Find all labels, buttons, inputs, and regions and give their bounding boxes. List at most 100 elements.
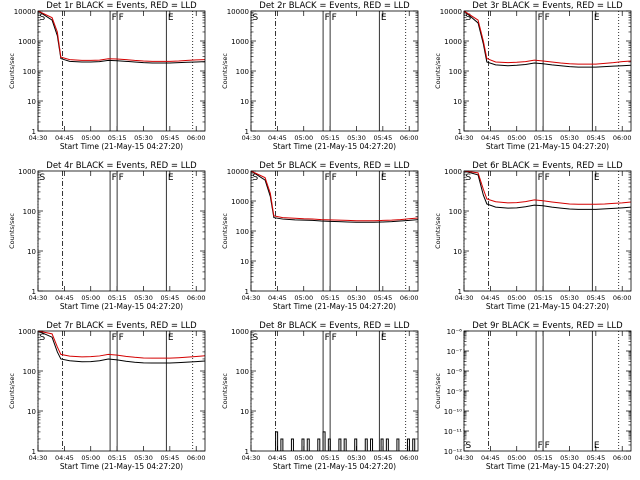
event-marker-label: F	[538, 441, 543, 451]
x-axis-label: Start Time (21-May-15 04:27:20)	[60, 302, 183, 311]
x-tick-label: 06:00	[613, 454, 632, 462]
event-marker-label: F	[325, 333, 330, 343]
y-tick-label: 100	[23, 208, 36, 216]
detector-chart-6: Det 6r BLACK = Events, RED = LLD 1 10 100 10…	[434, 161, 632, 311]
y-tick-label: 10	[453, 248, 462, 256]
x-tick-label: 05:45	[373, 294, 392, 302]
x-tick-label: 04:30	[455, 454, 474, 462]
y-tick-label: 1000	[231, 38, 249, 46]
x-tick-label: 04:45	[268, 294, 287, 302]
y-tick-label: 10	[453, 98, 462, 106]
chart-title: Det 9r BLACK = Events, RED = LLD	[472, 321, 623, 331]
event-marker-label: F	[538, 173, 543, 183]
y-axis-label: Counts/sec	[8, 373, 16, 409]
event-marker-label: E	[594, 173, 600, 183]
x-tick-label: 04:45	[55, 294, 74, 302]
event-marker-label: E	[381, 173, 387, 183]
event-marker-label: E	[594, 13, 600, 23]
y-tick-label: 1	[245, 288, 249, 296]
x-tick-label: 06:00	[613, 294, 632, 302]
event-marker-label: E	[168, 13, 174, 23]
x-tick-label: 05:00	[507, 454, 526, 462]
y-tick-label: 100	[236, 228, 249, 236]
x-tick-label: 05:00	[294, 294, 313, 302]
x-tick-label: 04:45	[481, 134, 500, 142]
y-tick-label: 1000	[444, 38, 462, 46]
y-tick-label: 10000	[227, 8, 249, 16]
event-marker-label: F	[119, 333, 124, 343]
x-tick-label: 04:45	[481, 294, 500, 302]
x-tick-label: 05:30	[134, 454, 153, 462]
x-tick-label: 05:30	[560, 134, 579, 142]
detector-chart-4: Det 4r BLACK = Events, RED = LLD 1 10 100 10…	[8, 161, 206, 311]
y-tick-label: 100	[449, 208, 462, 216]
event-marker-label: F	[545, 173, 550, 183]
plot-frame	[37, 330, 206, 452]
event-marker-label: S	[253, 333, 259, 343]
event-marker-label: F	[112, 13, 117, 23]
y-tick-label: 10⁻⁸	[447, 368, 463, 376]
detector-chart-2: Det 2r BLACK = Events, RED = LLD 1 10 100 10…	[221, 1, 419, 151]
x-tick-label: 05:30	[347, 454, 366, 462]
event-marker-label: F	[112, 333, 117, 343]
x-tick-label: 06:00	[400, 454, 419, 462]
x-tick-label: 06:00	[187, 454, 206, 462]
y-tick-label: 100	[23, 68, 36, 76]
y-tick-label: 10	[240, 98, 249, 106]
chart-title: Det 5r BLACK = Events, RED = LLD	[259, 161, 410, 171]
event-marker-label: S	[40, 13, 46, 23]
x-tick-label: 05:15	[321, 294, 340, 302]
y-tick-label: 100	[23, 368, 36, 376]
event-marker-label: F	[332, 333, 337, 343]
x-tick-label: 06:00	[400, 134, 419, 142]
series-line-events	[464, 171, 631, 210]
x-tick-label: 04:30	[455, 294, 474, 302]
y-tick-label: 10000	[440, 8, 462, 16]
x-tick-label: 05:15	[108, 294, 127, 302]
x-tick-label: 05:15	[534, 454, 553, 462]
y-tick-label: 10⁻⁹	[447, 388, 463, 396]
y-tick-label: 10000	[227, 168, 249, 176]
chart-title: Det 8r BLACK = Events, RED = LLD	[259, 321, 410, 331]
y-axis-label: Counts/sec	[221, 373, 229, 409]
event-marker-label: F	[545, 441, 550, 451]
x-tick-label: 06:00	[400, 294, 419, 302]
x-tick-label: 05:00	[81, 294, 100, 302]
y-axis-label: Counts/sec	[8, 53, 16, 89]
x-tick-label: 05:45	[586, 134, 605, 142]
y-tick-label: 10	[27, 98, 36, 106]
x-tick-label: 06:00	[613, 134, 632, 142]
y-tick-label: 10	[240, 408, 249, 416]
plot-frame	[250, 170, 419, 292]
detector-chart-8: Det 8r BLACK = Events, RED = LLD 1 10 100 10…	[221, 321, 419, 471]
event-marker-label: E	[594, 441, 600, 451]
event-marker-label: F	[325, 173, 330, 183]
y-tick-label: 1	[32, 448, 36, 456]
y-tick-label: 10⁻⁶	[447, 328, 463, 336]
series-line-lld	[38, 11, 205, 62]
x-tick-label: 05:30	[347, 134, 366, 142]
detector-chart-7: Det 7r BLACK = Events, RED = LLD 1 10 100 10…	[8, 321, 206, 471]
event-marker-label: F	[332, 13, 337, 23]
x-tick-label: 06:00	[187, 134, 206, 142]
event-marker-label: E	[381, 333, 387, 343]
y-tick-label: 1000	[18, 38, 36, 46]
detector-chart-3: Det 3r BLACK = Events, RED = LLD 1 10 100 10…	[434, 1, 632, 151]
x-tick-label: 05:30	[560, 454, 579, 462]
x-tick-label: 04:30	[242, 294, 261, 302]
series-line-lld	[251, 171, 418, 222]
plot-frame	[37, 170, 206, 292]
x-tick-label: 05:45	[160, 454, 179, 462]
x-tick-label: 05:00	[294, 454, 313, 462]
y-tick-label: 10⁻¹⁰	[444, 408, 462, 416]
detector-chart-9: Det 9r BLACK = Events, RED = LLD 10⁻¹² 10⁻…	[434, 321, 632, 471]
event-marker-label: E	[381, 13, 387, 23]
y-tick-label: 100	[449, 68, 462, 76]
x-tick-label: 05:00	[507, 134, 526, 142]
x-tick-label: 05:45	[586, 454, 605, 462]
y-tick-label: 10000	[14, 8, 36, 16]
y-tick-label: 1	[458, 128, 462, 136]
x-tick-label: 04:45	[268, 454, 287, 462]
event-marker-label: F	[545, 13, 550, 23]
y-axis-label: Counts/sec	[434, 213, 442, 249]
